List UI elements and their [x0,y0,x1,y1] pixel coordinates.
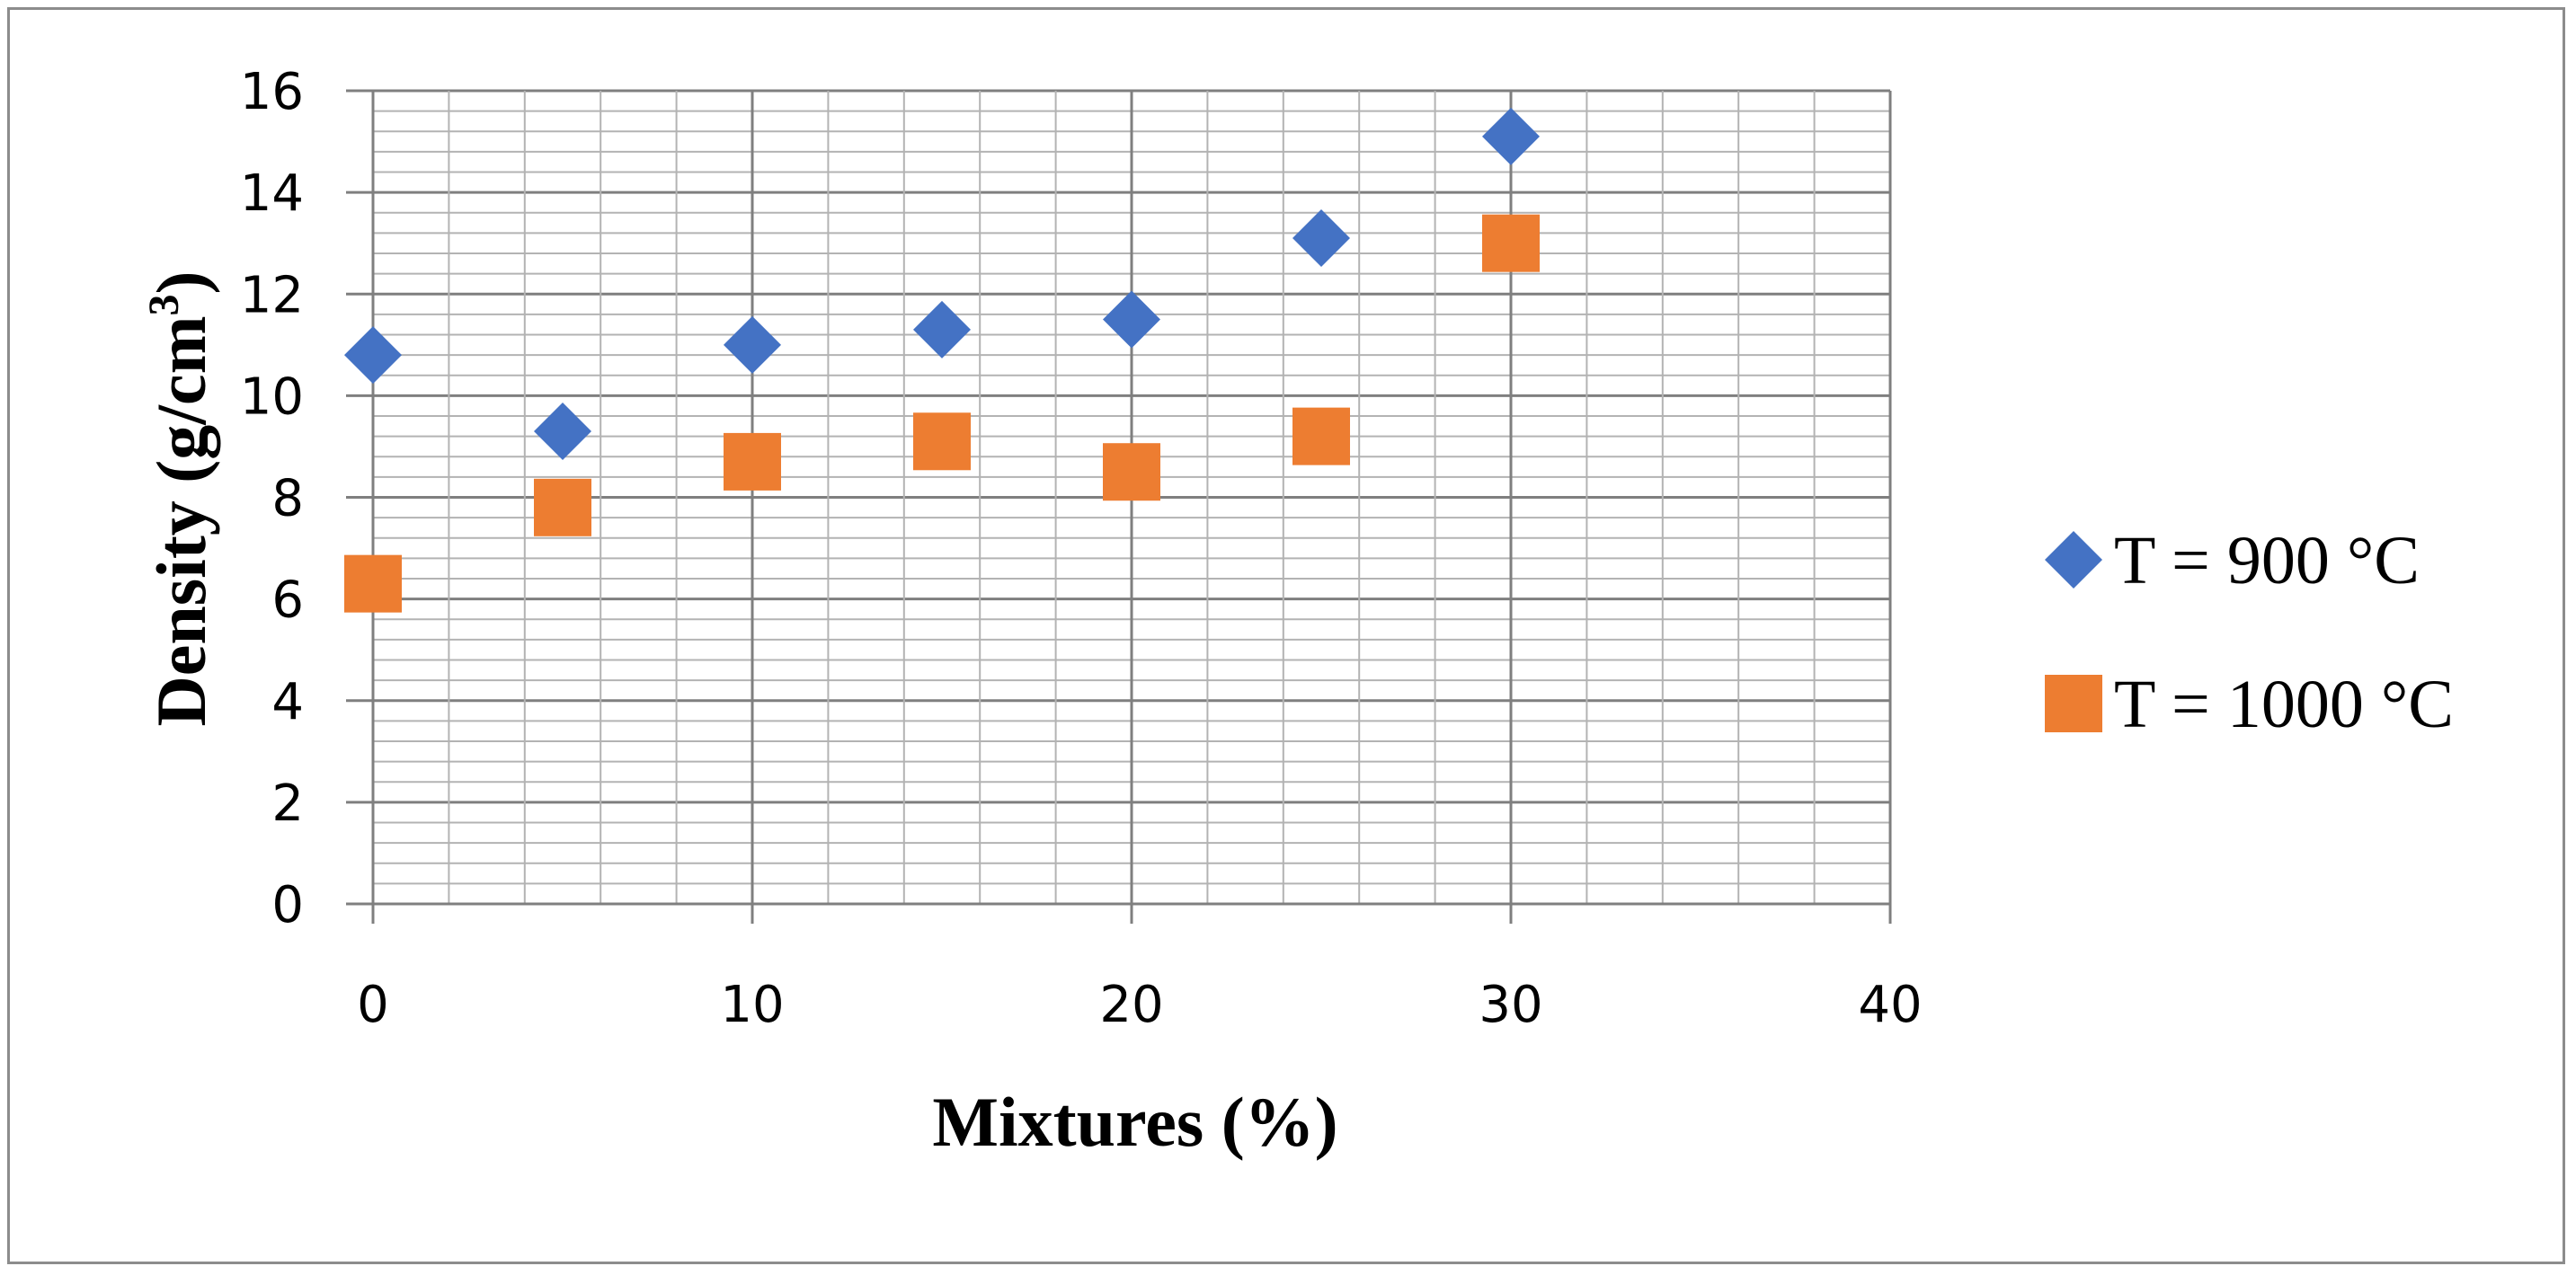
y-tick-label: 8 [271,470,304,528]
x-tick-label: 40 [1858,976,1922,1034]
y-tick-label: 16 [240,63,304,121]
x-tick-label: 10 [720,976,784,1034]
y-tick-label: 2 [271,775,304,833]
y-axis-title-main: Density (g/cm [142,315,220,726]
square-marker [913,412,971,471]
diamond-marker [1103,290,1160,349]
legend: T = 900 °C T = 1000 °C [2045,523,2454,742]
y-tick-label: 4 [271,673,304,731]
diamond-marker [344,326,402,385]
diamond-marker [534,402,591,460]
legend-label: T = 900 °C [2114,523,2420,598]
tick-labels: 0 2 4 6 8 10 12 14 16 0 10 20 30 40 [240,63,1923,1034]
square-marker [344,554,402,613]
square-marker [534,478,591,536]
square-marker [1103,443,1160,501]
y-tick-label: 14 [240,164,304,223]
x-tick-label: 30 [1479,976,1542,1034]
y-axis-title-superscript: 3 [140,294,188,315]
y-tick-label: 0 [271,876,304,934]
y-tick-label: 12 [240,266,304,324]
square-marker [1482,214,1540,272]
legend-marker [2045,531,2102,589]
diamond-marker [1292,209,1350,268]
series-2 [344,214,1540,613]
square-marker [724,432,781,491]
y-tick-label: 6 [271,571,304,630]
legend-marker [2045,675,2102,732]
x-axis-title: Mixtures (%) [932,1083,1337,1161]
series-1 [344,107,1540,460]
square-marker [1292,407,1350,465]
diamond-marker [724,315,781,374]
x-tick-label: 0 [357,976,389,1034]
x-tick-label: 20 [1099,976,1163,1034]
y-tick-label: 10 [240,367,304,426]
diamond-marker [1482,107,1540,165]
data-points [344,107,1540,613]
diamond-marker [913,300,971,359]
y-axis-title: Density (g/cm3) [140,270,220,726]
legend-label: T = 1000 °C [2114,667,2454,742]
y-axis-title-close: ) [142,270,220,294]
